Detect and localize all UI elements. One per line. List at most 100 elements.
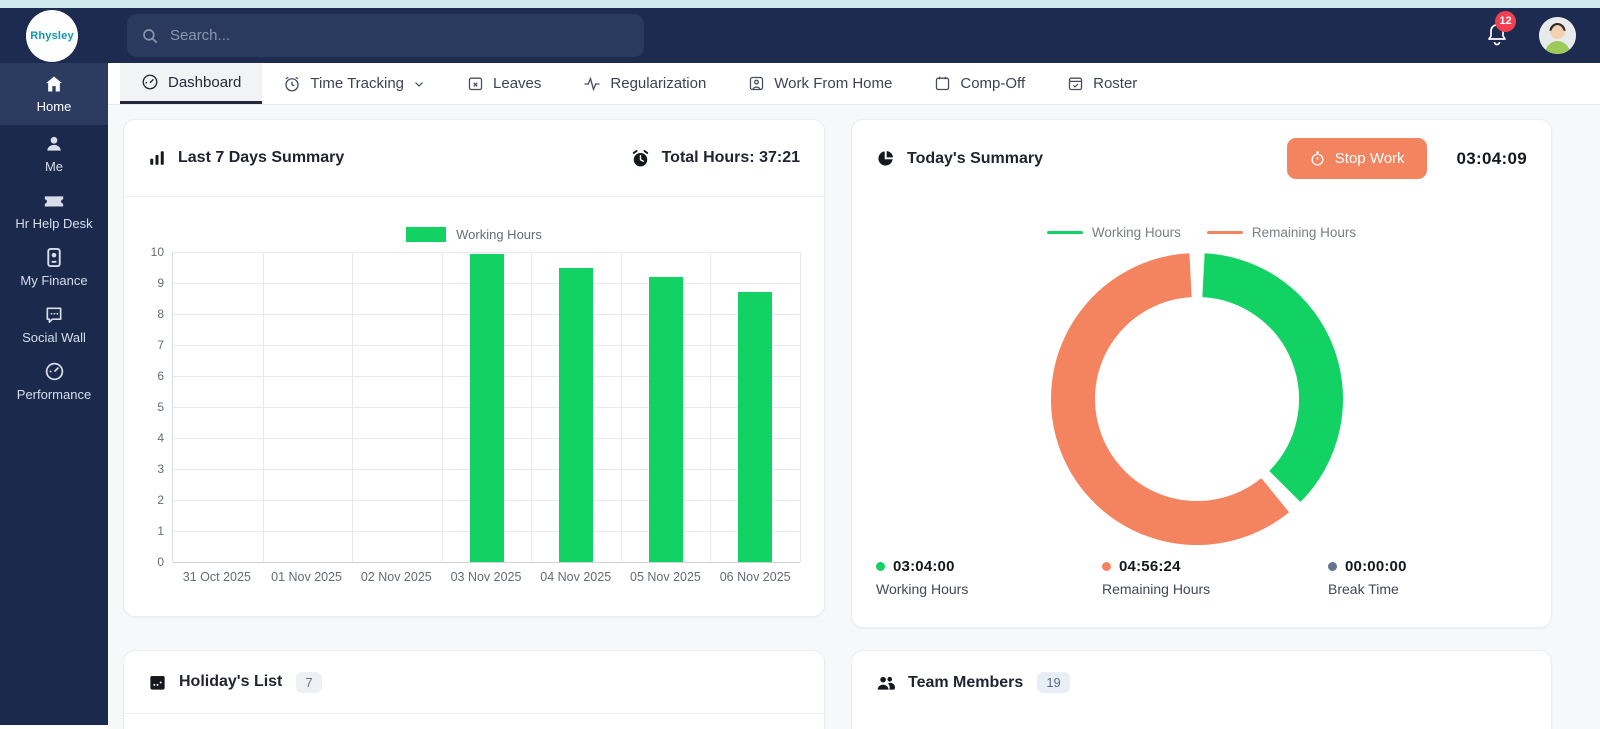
- app-header: Rhysley 12: [0, 8, 1600, 63]
- card-title: Today's Summary: [907, 149, 1043, 167]
- tab-regularization[interactable]: Regularization: [562, 63, 727, 104]
- sidebar-item-performance[interactable]: Performance: [0, 353, 108, 410]
- user-icon: [47, 136, 61, 151]
- search-bar[interactable]: [127, 14, 644, 57]
- bar-chart-plot-area: [172, 252, 801, 563]
- x-tick-label: 05 Nov 2025: [630, 570, 701, 584]
- gridline-vertical: [531, 252, 533, 562]
- tab-roster[interactable]: Roster: [1046, 63, 1158, 104]
- y-tick-label: 8: [157, 307, 164, 321]
- chevron-down-icon: [415, 81, 423, 87]
- tab-time-tracking[interactable]: Time Tracking: [262, 63, 446, 104]
- holidays-list-card: Holiday's List 7: [123, 650, 825, 729]
- sidebar-item-my-finance[interactable]: My Finance: [0, 239, 108, 296]
- tab-label: Roster: [1093, 75, 1138, 92]
- module-tabbar: Dashboard Time Tracking Leaves Regulariz…: [108, 63, 1600, 105]
- tab-work-from-home[interactable]: Work From Home: [727, 63, 913, 104]
- todays-summary-card: Today's Summary Stop Work 03:04:09 Worki…: [851, 119, 1552, 628]
- total-hours-text: Total Hours: 37:21: [661, 149, 800, 166]
- gridline-vertical: [710, 252, 712, 562]
- bar-04 Nov 2025[interactable]: [559, 267, 594, 562]
- stat-label: Remaining Hours: [1102, 581, 1211, 597]
- x-tick-label: 01 Nov 2025: [271, 570, 343, 584]
- x-tick-label: 04 Nov 2025: [540, 570, 612, 584]
- tab-label: Comp-Off: [960, 75, 1026, 92]
- stat-label: Working Hours: [876, 581, 969, 597]
- gridline-vertical: [800, 252, 801, 562]
- legend-item-remaining-hours[interactable]: Remaining Hours: [1206, 225, 1357, 240]
- y-tick-label: 4: [157, 431, 164, 445]
- sidebar-label: Me: [44, 158, 64, 174]
- user-avatar[interactable]: [1539, 17, 1576, 54]
- y-tick-label: 2: [157, 493, 164, 507]
- calendar-icon: [150, 675, 165, 690]
- chat-icon: [46, 307, 62, 323]
- bar-06 Nov 2025[interactable]: [738, 292, 773, 562]
- tab-comp-off[interactable]: Comp-Off: [913, 63, 1046, 104]
- bar-03 Nov 2025[interactable]: [469, 253, 504, 562]
- pie-chart-icon: [878, 150, 894, 166]
- working-hours-dot: [876, 562, 885, 571]
- x-tick-label: 31 Oct 2025: [182, 570, 251, 584]
- y-tick-label: 0: [157, 555, 164, 569]
- gridline-vertical: [441, 252, 443, 562]
- alarm-clock-icon: [285, 76, 300, 91]
- finance-book-icon: [47, 247, 61, 268]
- gridline-horizontal: [173, 562, 800, 563]
- sidebar-label: Home: [36, 99, 72, 114]
- legend-label: Working Hours: [456, 227, 542, 242]
- gridline-horizontal: [173, 252, 800, 253]
- x-tick-label: 02 Nov 2025: [360, 570, 432, 584]
- legend-line-swatch: [1206, 231, 1243, 234]
- card-title: Team Members: [908, 673, 1024, 691]
- donut-slice-remaining-hours[interactable]: [1051, 253, 1290, 545]
- search-icon: [143, 28, 158, 43]
- stat-working-hours: 03:04:00 Working Hours: [876, 558, 1102, 597]
- stat-remaining-hours: 04:56:24 Remaining Hours: [1102, 558, 1328, 597]
- y-tick-label: 9: [157, 276, 164, 290]
- sidebar-label: My Finance: [20, 273, 88, 288]
- gridline-vertical: [262, 252, 264, 562]
- brand-logo[interactable]: Rhysley: [26, 9, 78, 62]
- y-tick-label: 5: [157, 400, 164, 414]
- card-title: Holiday's List: [179, 673, 283, 690]
- sidebar-label: Social Wall: [22, 329, 86, 345]
- person-badge-icon: [750, 76, 764, 91]
- tab-leaves[interactable]: Leaves: [446, 63, 562, 104]
- legend-item-working-hours[interactable]: Working Hours: [1046, 225, 1181, 240]
- sidebar-item-social-wall[interactable]: Social Wall: [0, 296, 108, 353]
- search-input[interactable]: [170, 27, 630, 44]
- gridline-vertical: [352, 252, 354, 562]
- y-tick-label: 10: [150, 245, 164, 259]
- today-stats-row: 03:04:00 Working Hours 04:56:24 Remainin…: [876, 558, 1554, 597]
- donut-legend: Working Hours Remaining Hours: [852, 225, 1551, 240]
- activity-pulse-icon: [584, 76, 600, 91]
- sidebar-item-me[interactable]: Me: [0, 125, 108, 182]
- donut-slice-working-hours[interactable]: [1201, 253, 1343, 503]
- bar-chart-x-axis: 31 Oct 2025 01 Nov 2025 02 Nov 2025 03 Nov …: [172, 570, 800, 584]
- legend-label: Remaining Hours: [1251, 225, 1357, 240]
- stop-work-button[interactable]: Stop Work: [1286, 138, 1427, 179]
- dashboard-gauge-icon: [142, 74, 158, 90]
- calendar-icon: [936, 76, 950, 91]
- notification-count-badge: 12: [1495, 10, 1516, 32]
- calendar-x-icon: [468, 77, 483, 91]
- notifications-button[interactable]: 12: [1485, 10, 1516, 51]
- sidebar-item-hr-help-desk[interactable]: Hr Help Desk: [0, 182, 108, 239]
- remaining-hours-dot: [1102, 562, 1111, 571]
- legend-line-swatch: [1046, 231, 1083, 234]
- stat-break-time: 00:00:00 Break Time: [1328, 558, 1554, 597]
- tab-label: Regularization: [610, 75, 707, 92]
- avatar-image: [1539, 17, 1576, 54]
- stat-value: 04:56:24: [1119, 558, 1181, 575]
- stop-work-label: Stop Work: [1334, 150, 1405, 167]
- sidebar-item-home[interactable]: Home: [0, 63, 108, 125]
- bar-05 Nov 2025[interactable]: [648, 276, 683, 562]
- tab-label: Leaves: [493, 75, 542, 92]
- y-tick-label: 6: [157, 369, 164, 383]
- stat-value: 03:04:00: [893, 558, 955, 575]
- stat-value: 00:00:00: [1345, 558, 1407, 575]
- browser-top-strip: [0, 0, 1600, 8]
- team-icon: [877, 676, 895, 690]
- tab-dashboard[interactable]: Dashboard: [120, 63, 263, 104]
